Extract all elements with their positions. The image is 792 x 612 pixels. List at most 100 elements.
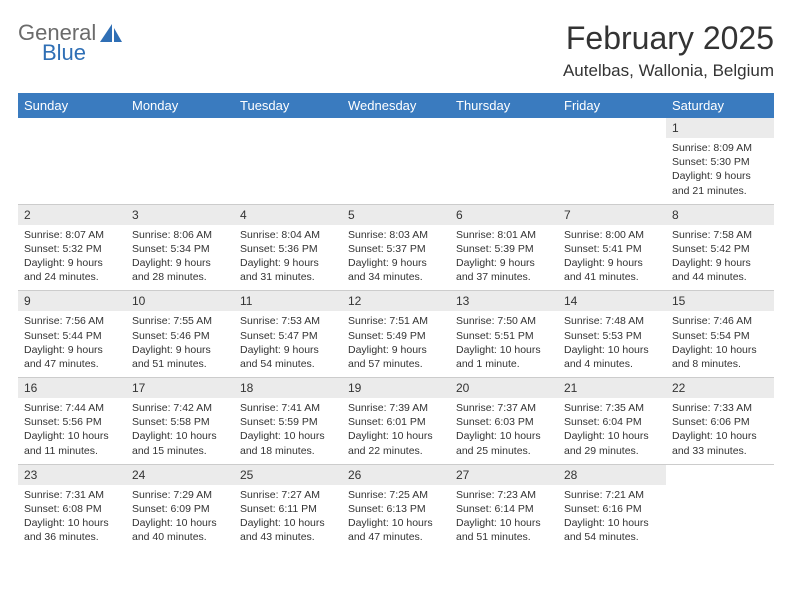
calendar-week-row: 16Sunrise: 7:44 AMSunset: 5:56 PMDayligh…: [18, 378, 774, 465]
day-details: Sunrise: 7:58 AMSunset: 5:42 PMDaylight:…: [666, 225, 774, 291]
day-details: Sunrise: 7:29 AMSunset: 6:09 PMDaylight:…: [126, 485, 234, 551]
day-details: Sunrise: 8:00 AMSunset: 5:41 PMDaylight:…: [558, 225, 666, 291]
sail-icon: [98, 22, 124, 44]
day-details: Sunrise: 7:35 AMSunset: 6:04 PMDaylight:…: [558, 398, 666, 464]
day-number: 11: [234, 291, 342, 311]
day-number: 18: [234, 378, 342, 398]
calendar-day-cell: 27Sunrise: 7:23 AMSunset: 6:14 PMDayligh…: [450, 464, 558, 550]
day-number: 20: [450, 378, 558, 398]
calendar-day-cell: 26Sunrise: 7:25 AMSunset: 6:13 PMDayligh…: [342, 464, 450, 550]
day-number: 2: [18, 205, 126, 225]
day-number: 8: [666, 205, 774, 225]
weekday-header: Thursday: [450, 93, 558, 118]
calendar-day-cell: 21Sunrise: 7:35 AMSunset: 6:04 PMDayligh…: [558, 378, 666, 465]
calendar-header-row: SundayMondayTuesdayWednesdayThursdayFrid…: [18, 93, 774, 118]
calendar-day-cell: 19Sunrise: 7:39 AMSunset: 6:01 PMDayligh…: [342, 378, 450, 465]
day-number: 10: [126, 291, 234, 311]
day-number: 21: [558, 378, 666, 398]
day-details: Sunrise: 7:41 AMSunset: 5:59 PMDaylight:…: [234, 398, 342, 464]
logo-word-blue: Blue: [42, 40, 86, 66]
calendar-day-cell: 25Sunrise: 7:27 AMSunset: 6:11 PMDayligh…: [234, 464, 342, 550]
calendar-day-cell: 24Sunrise: 7:29 AMSunset: 6:09 PMDayligh…: [126, 464, 234, 550]
calendar-day-cell: 23Sunrise: 7:31 AMSunset: 6:08 PMDayligh…: [18, 464, 126, 550]
day-number: 6: [450, 205, 558, 225]
day-number: 7: [558, 205, 666, 225]
day-details: Sunrise: 7:39 AMSunset: 6:01 PMDaylight:…: [342, 398, 450, 464]
page-title: February 2025: [563, 20, 774, 57]
day-number: 14: [558, 291, 666, 311]
weekday-header: Monday: [126, 93, 234, 118]
day-details: Sunrise: 7:27 AMSunset: 6:11 PMDaylight:…: [234, 485, 342, 551]
calendar-day-cell: 16Sunrise: 7:44 AMSunset: 5:56 PMDayligh…: [18, 378, 126, 465]
day-number: 23: [18, 465, 126, 485]
day-details: Sunrise: 8:03 AMSunset: 5:37 PMDaylight:…: [342, 225, 450, 291]
calendar-day-cell: 15Sunrise: 7:46 AMSunset: 5:54 PMDayligh…: [666, 291, 774, 378]
location-label: Autelbas, Wallonia, Belgium: [563, 61, 774, 81]
calendar-day-cell: 11Sunrise: 7:53 AMSunset: 5:47 PMDayligh…: [234, 291, 342, 378]
day-details: Sunrise: 7:46 AMSunset: 5:54 PMDaylight:…: [666, 311, 774, 377]
calendar-day-cell: 3Sunrise: 8:06 AMSunset: 5:34 PMDaylight…: [126, 204, 234, 291]
day-number: 19: [342, 378, 450, 398]
calendar-day-cell: 28Sunrise: 7:21 AMSunset: 6:16 PMDayligh…: [558, 464, 666, 550]
day-number: 12: [342, 291, 450, 311]
day-details: Sunrise: 8:06 AMSunset: 5:34 PMDaylight:…: [126, 225, 234, 291]
day-number: 3: [126, 205, 234, 225]
day-details: Sunrise: 7:31 AMSunset: 6:08 PMDaylight:…: [18, 485, 126, 551]
logo: General Blue: [18, 20, 158, 68]
calendar-day-cell: 17Sunrise: 7:42 AMSunset: 5:58 PMDayligh…: [126, 378, 234, 465]
calendar-day-cell: 5Sunrise: 8:03 AMSunset: 5:37 PMDaylight…: [342, 204, 450, 291]
calendar-day-cell: .: [450, 118, 558, 204]
day-details: Sunrise: 8:04 AMSunset: 5:36 PMDaylight:…: [234, 225, 342, 291]
day-number: 17: [126, 378, 234, 398]
day-number: 26: [342, 465, 450, 485]
day-details: Sunrise: 8:09 AMSunset: 5:30 PMDaylight:…: [666, 138, 774, 204]
day-details: Sunrise: 8:07 AMSunset: 5:32 PMDaylight:…: [18, 225, 126, 291]
day-details: Sunrise: 7:37 AMSunset: 6:03 PMDaylight:…: [450, 398, 558, 464]
page-header: General Blue February 2025 Autelbas, Wal…: [18, 20, 774, 81]
day-details: Sunrise: 7:25 AMSunset: 6:13 PMDaylight:…: [342, 485, 450, 551]
calendar-day-cell: .: [126, 118, 234, 204]
calendar-day-cell: 8Sunrise: 7:58 AMSunset: 5:42 PMDaylight…: [666, 204, 774, 291]
day-number: 4: [234, 205, 342, 225]
calendar-week-row: 23Sunrise: 7:31 AMSunset: 6:08 PMDayligh…: [18, 464, 774, 550]
calendar-day-cell: 14Sunrise: 7:48 AMSunset: 5:53 PMDayligh…: [558, 291, 666, 378]
calendar-day-cell: 9Sunrise: 7:56 AMSunset: 5:44 PMDaylight…: [18, 291, 126, 378]
day-details: Sunrise: 7:51 AMSunset: 5:49 PMDaylight:…: [342, 311, 450, 377]
calendar-day-cell: .: [234, 118, 342, 204]
weekday-header: Wednesday: [342, 93, 450, 118]
weekday-header: Saturday: [666, 93, 774, 118]
calendar-day-cell: 1Sunrise: 8:09 AMSunset: 5:30 PMDaylight…: [666, 118, 774, 204]
weekday-header: Friday: [558, 93, 666, 118]
calendar-day-cell: 18Sunrise: 7:41 AMSunset: 5:59 PMDayligh…: [234, 378, 342, 465]
calendar-day-cell: 10Sunrise: 7:55 AMSunset: 5:46 PMDayligh…: [126, 291, 234, 378]
calendar-day-cell: 4Sunrise: 8:04 AMSunset: 5:36 PMDaylight…: [234, 204, 342, 291]
calendar-day-cell: .: [558, 118, 666, 204]
calendar-day-cell: .: [342, 118, 450, 204]
calendar-week-row: 9Sunrise: 7:56 AMSunset: 5:44 PMDaylight…: [18, 291, 774, 378]
calendar-day-cell: 22Sunrise: 7:33 AMSunset: 6:06 PMDayligh…: [666, 378, 774, 465]
calendar-day-cell: 12Sunrise: 7:51 AMSunset: 5:49 PMDayligh…: [342, 291, 450, 378]
calendar-day-cell: 2Sunrise: 8:07 AMSunset: 5:32 PMDaylight…: [18, 204, 126, 291]
weekday-header: Sunday: [18, 93, 126, 118]
day-details: Sunrise: 7:56 AMSunset: 5:44 PMDaylight:…: [18, 311, 126, 377]
day-number: 1: [666, 118, 774, 138]
day-details: Sunrise: 7:50 AMSunset: 5:51 PMDaylight:…: [450, 311, 558, 377]
day-number: 5: [342, 205, 450, 225]
day-details: Sunrise: 7:55 AMSunset: 5:46 PMDaylight:…: [126, 311, 234, 377]
calendar-body: . . . . . . 1Sunrise: 8:09 AMSunset: 5:3…: [18, 118, 774, 550]
day-details: Sunrise: 7:42 AMSunset: 5:58 PMDaylight:…: [126, 398, 234, 464]
day-number: 28: [558, 465, 666, 485]
day-number: 27: [450, 465, 558, 485]
day-number: 25: [234, 465, 342, 485]
calendar-day-cell: 6Sunrise: 8:01 AMSunset: 5:39 PMDaylight…: [450, 204, 558, 291]
day-details: Sunrise: 8:01 AMSunset: 5:39 PMDaylight:…: [450, 225, 558, 291]
day-details: Sunrise: 7:53 AMSunset: 5:47 PMDaylight:…: [234, 311, 342, 377]
calendar-day-cell: .: [666, 464, 774, 550]
day-details: Sunrise: 7:44 AMSunset: 5:56 PMDaylight:…: [18, 398, 126, 464]
day-number: 15: [666, 291, 774, 311]
title-block: February 2025 Autelbas, Wallonia, Belgiu…: [563, 20, 774, 81]
day-details: Sunrise: 7:23 AMSunset: 6:14 PMDaylight:…: [450, 485, 558, 551]
calendar-day-cell: 20Sunrise: 7:37 AMSunset: 6:03 PMDayligh…: [450, 378, 558, 465]
day-number: 22: [666, 378, 774, 398]
calendar-day-cell: 7Sunrise: 8:00 AMSunset: 5:41 PMDaylight…: [558, 204, 666, 291]
